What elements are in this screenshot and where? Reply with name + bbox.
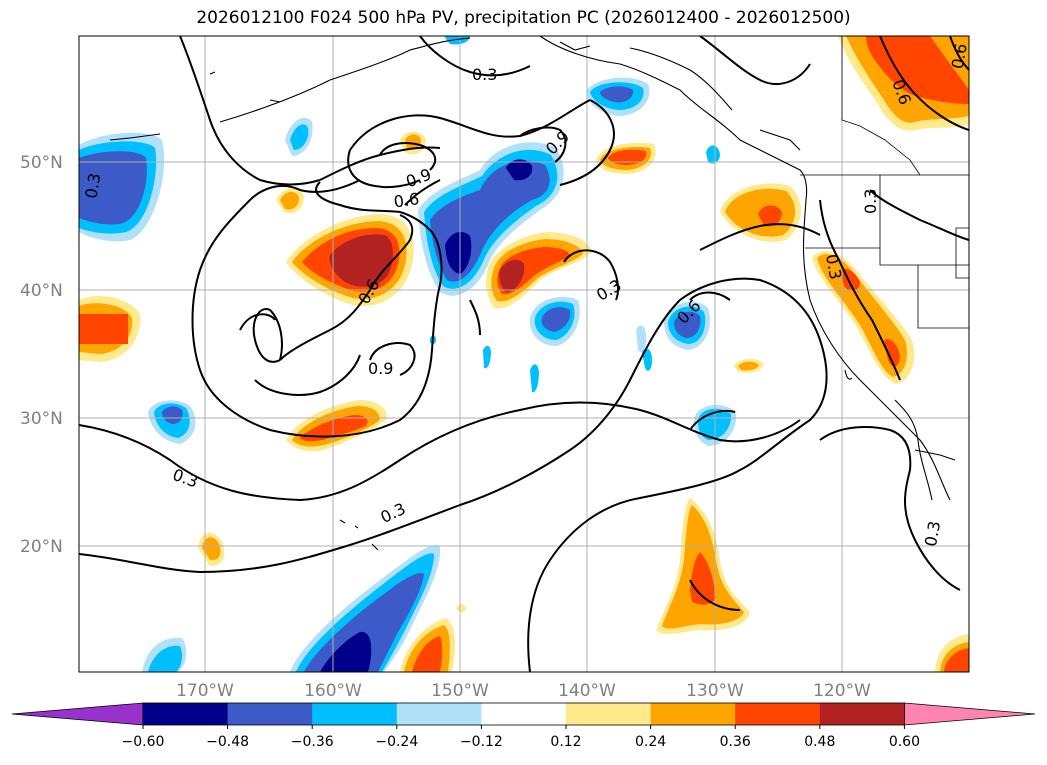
lat-label: 20°N [20, 537, 63, 557]
contour-label: 0.6 [948, 42, 971, 70]
lon-label: 130°W [686, 681, 744, 701]
lon-label: 140°W [558, 681, 616, 701]
map-frame [78, 35, 970, 673]
contour-label: 0.3 [822, 253, 845, 281]
colorbar-segment [396, 703, 482, 725]
colorbar-segment [819, 703, 905, 725]
colorbar-segment [566, 703, 652, 725]
lat-label: 30°N [20, 409, 63, 429]
lat-label: 40°N [20, 281, 63, 301]
colorbar-tick-label: 0.60 [889, 734, 920, 750]
map-title: 2026012100 F024 500 hPa PV, precipitatio… [196, 8, 851, 28]
contour-label: 0.6 [393, 189, 421, 211]
lat-label: 50°N [20, 153, 63, 173]
colorbar-tick-label: −0.48 [206, 734, 249, 750]
lon-label: 150°W [431, 681, 489, 701]
contour-label: 0.3 [472, 65, 497, 84]
colorbar-segment [904, 702, 1036, 726]
colorbar-outline [142, 702, 905, 726]
contour-label: 0.9 [368, 359, 393, 378]
colorbar-tick-label: −0.36 [291, 734, 334, 750]
map-panel [79, 36, 969, 672]
colorbar-segment [735, 703, 821, 725]
colorbar-segment [312, 703, 398, 725]
colorbar-tick-label: 0.48 [804, 734, 835, 750]
precip-shading [79, 36, 969, 672]
graticule [79, 36, 969, 672]
country-borders [800, 36, 969, 329]
colorbar-tick-label: −0.24 [375, 734, 418, 750]
pv-contours [79, 36, 969, 672]
colorbar-segment [650, 703, 736, 725]
lon-label: 120°W [813, 681, 871, 701]
colorbar-segment [227, 703, 313, 725]
contour-label: 0.3 [81, 172, 104, 200]
colorbar-segment [481, 703, 567, 725]
longitude-labels: 170°W 160°W 150°W 140°W 130°W 120°W [176, 681, 871, 701]
lon-label: 160°W [304, 681, 362, 701]
latitude-labels: 50°N 40°N 30°N 20°N [20, 153, 63, 557]
lon-label: 170°W [176, 681, 234, 701]
colorbar-segment [143, 703, 229, 725]
colorbar: −0.60 −0.48 −0.36 −0.24 −0.12 0.12 0.24 0.36 0.4… [11, 702, 1036, 750]
colorbar-tick-label: 0.12 [550, 734, 581, 750]
contour-label: 0.3 [861, 189, 880, 214]
colorbar-tick-label: −0.12 [460, 734, 503, 750]
contour-label: 0.3 [921, 520, 944, 548]
coastlines [109, 36, 956, 551]
colorbar-tick-label: 0.24 [635, 734, 666, 750]
colorbar-tick-label: −0.60 [122, 734, 165, 750]
colorbar-segment [11, 702, 144, 726]
colorbar-tick-label: 0.36 [720, 734, 751, 750]
